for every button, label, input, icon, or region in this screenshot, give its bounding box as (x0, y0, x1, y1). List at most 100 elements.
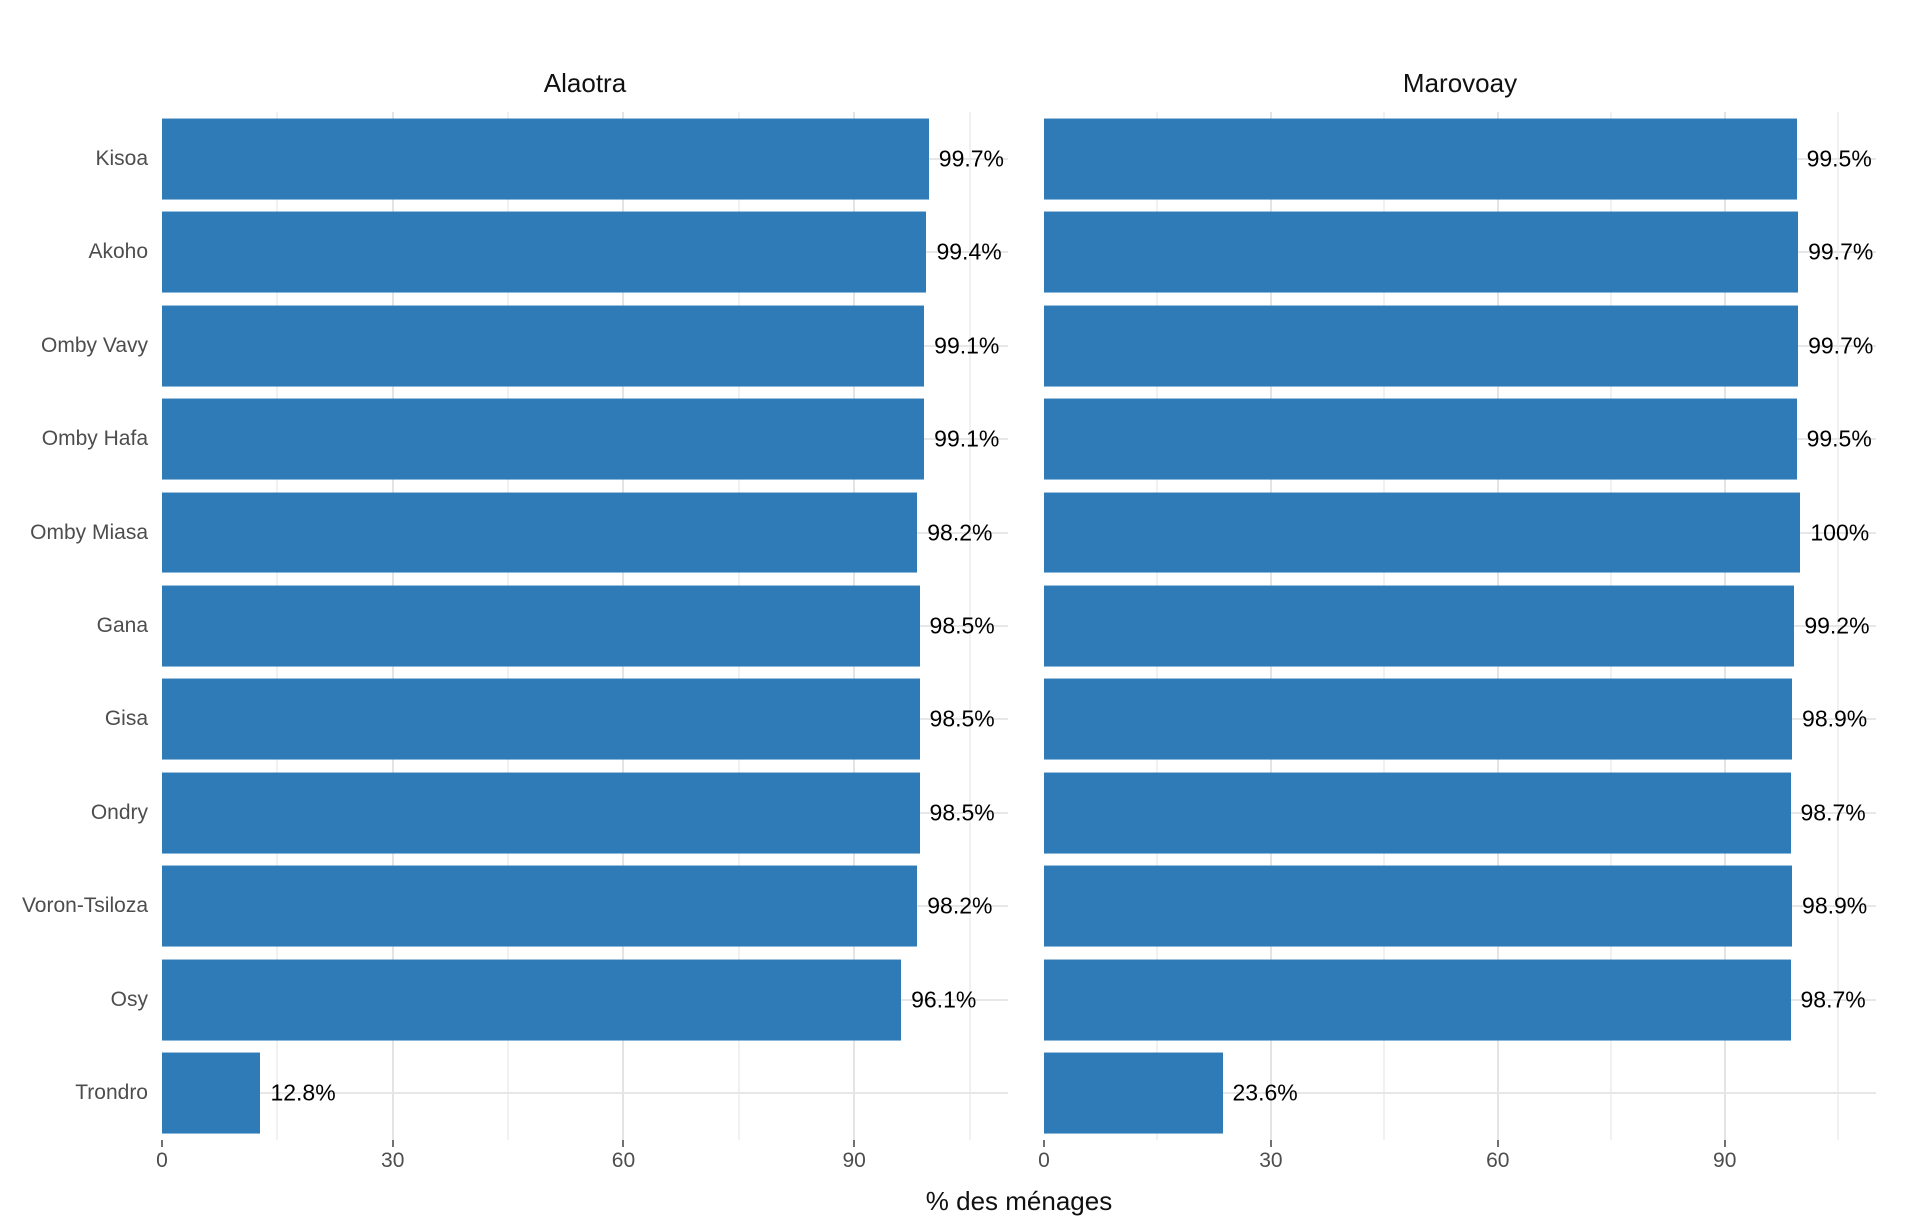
bar-value-label: 98.9% (1802, 892, 1868, 919)
panel-marovoay: 99.5% 99.7% 99.7% 99.5% 100% 99.2% 98.9% 98.7% 9… (1044, 112, 1876, 1140)
bar-value-label: 98.9% (1802, 705, 1868, 732)
bar-row: 23.6% (1044, 1047, 1876, 1140)
bar-value-label: 99.2% (1804, 612, 1870, 639)
bar (1044, 398, 1797, 480)
bar (162, 492, 918, 573)
x-tick-label: 0 (1038, 1149, 1050, 1172)
x-tick-mark (1043, 1140, 1045, 1147)
category-label: Voron-Tsiloza (21, 894, 148, 918)
bar-row: 96.1% (162, 953, 1008, 1046)
x-tick-mark (1496, 1140, 1499, 1147)
bar (162, 585, 920, 667)
category-label: Omby Vavy (41, 333, 148, 357)
y-axis-category-labels: Kisoa Akoho Omby Vavy Omby Hafa Omby Miasa Ga… (0, 112, 162, 1140)
bar-value-label: 99.4% (936, 238, 1002, 265)
bar-value-label: 100% (1810, 519, 1870, 546)
x-axis-alaotra: 0 30 60 90 (156, 1140, 1008, 1182)
x-tick-label: 60 (1486, 1149, 1510, 1172)
x-tick-mark (1269, 1140, 1272, 1147)
bar-row: 99.5% (1044, 392, 1876, 485)
bar (1044, 1052, 1223, 1134)
bar (1044, 772, 1791, 854)
category-label: Osy (110, 987, 148, 1011)
bar-rows: 99.5% 99.7% 99.7% 99.5% 100% 99.2% 98.9% 98.7% 9… (1044, 112, 1876, 1140)
category-label: Gana (96, 613, 148, 637)
category-label: Trondro (75, 1081, 148, 1105)
bar-rows: 99.7% 99.4% 99.1% 99.1% 98.2% 98.5% 98.5% 98.5%… (162, 112, 1008, 1140)
facet-title-marovoay: Marovoay (1402, 68, 1518, 98)
bar (162, 678, 920, 760)
category-label: Kisoa (95, 146, 148, 170)
bar-value-label: 96.1% (911, 986, 977, 1013)
bar-row: 99.1% (162, 392, 1008, 485)
bar-value-label: 98.7% (1800, 799, 1866, 826)
category-label: Ondry (90, 800, 148, 824)
bar-row: 99.4% (162, 205, 1008, 298)
bar-value-label: 99.7% (938, 145, 1004, 172)
x-tick-mark (161, 1140, 163, 1147)
bar-row: 98.5% (162, 579, 1008, 672)
bar (1044, 211, 1799, 293)
bar (1044, 305, 1799, 387)
bar-value-label: 99.7% (1808, 332, 1874, 359)
category-label: Omby Hafa (41, 427, 148, 451)
bar (1044, 118, 1797, 200)
bar-row: 98.5% (162, 766, 1008, 859)
bar (162, 772, 920, 854)
category-label: Gisa (104, 707, 148, 731)
bar (1044, 585, 1795, 667)
bar (162, 865, 918, 947)
bar-row: 98.7% (1044, 953, 1876, 1046)
x-tick-label: 90 (842, 1149, 866, 1172)
bar (162, 398, 925, 480)
facet-title-alaotra: Alaotra (543, 68, 627, 98)
bar (1044, 865, 1793, 947)
bar-value-label: 23.6% (1232, 1079, 1298, 1106)
bar-row: 98.7% (1044, 766, 1876, 859)
bar (162, 118, 929, 200)
bar-value-label: 98.5% (929, 799, 995, 826)
bar-value-label: 99.5% (1806, 145, 1872, 172)
bar-value-label: 99.1% (934, 332, 1000, 359)
bar-row: 98.2% (162, 486, 1008, 579)
panel-alaotra: 99.7% 99.4% 99.1% 99.1% 98.2% 98.5% 98.5% 98.5%… (162, 112, 1008, 1140)
bar (1044, 959, 1791, 1041)
bar-value-label: 98.2% (927, 892, 993, 919)
bar (1044, 492, 1801, 573)
x-tick-label: 30 (1259, 1149, 1283, 1172)
bar (162, 959, 902, 1041)
bar-row: 99.7% (162, 112, 1008, 205)
bar-row: 99.5% (1044, 112, 1876, 205)
bar (1044, 678, 1793, 760)
x-tick-label: 0 (156, 1149, 168, 1172)
bar-row: 99.1% (162, 299, 1008, 392)
bar-value-label: 99.1% (934, 425, 1000, 452)
x-tick-mark (1723, 1140, 1726, 1147)
bar-value-label: 98.5% (929, 612, 995, 639)
bar-row: 99.7% (1044, 299, 1876, 392)
bar-row: 12.8% (162, 1047, 1008, 1140)
bar-value-label: 98.5% (929, 705, 995, 732)
x-tick-mark (622, 1140, 625, 1147)
bar (162, 305, 925, 387)
category-label: Akoho (88, 240, 148, 264)
bar (162, 211, 927, 293)
bar (162, 1052, 261, 1134)
x-axis-title: % des ménages (925, 1186, 1113, 1216)
x-tick-label: 60 (611, 1149, 636, 1172)
category-label: Omby Miasa (30, 520, 148, 544)
bar-value-label: 98.7% (1800, 986, 1866, 1013)
x-axis-marovoay: 0 30 60 90 (1038, 1140, 1876, 1182)
bar-row: 98.9% (1044, 860, 1876, 953)
bar-value-label: 99.7% (1808, 238, 1874, 265)
row-gridline (162, 1092, 1008, 1095)
bar-row: 98.5% (162, 673, 1008, 766)
bar-row: 100% (1044, 486, 1876, 579)
bar-value-label: 12.8% (270, 1079, 336, 1106)
x-tick-label: 90 (1713, 1149, 1737, 1172)
bar-row: 99.7% (1044, 205, 1876, 298)
row-gridline (1044, 1092, 1876, 1095)
x-tick-mark (391, 1140, 394, 1147)
x-tick-mark (853, 1140, 856, 1147)
